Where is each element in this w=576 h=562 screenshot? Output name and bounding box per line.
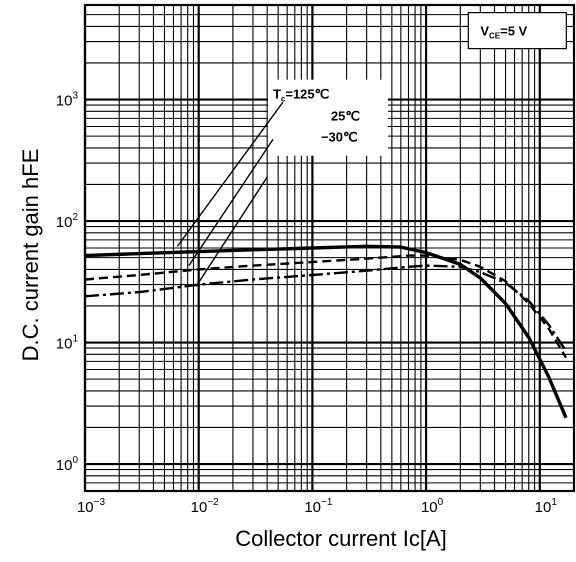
condition-symbol: V [480,24,489,39]
y-tick-label-exponent: 3 [72,91,78,102]
y-tick-label-base: 10 [56,214,73,231]
legend-box [267,79,388,156]
x-tick-label: 10−1 [304,497,333,516]
y-tick-label: 100 [56,455,79,474]
legend-label-minus30: −30℃ [321,130,358,145]
y-tick-label-base: 10 [56,336,73,353]
series-line-0 [84,244,568,419]
y-tick-label-exponent: 1 [72,334,78,345]
x-tick-label-exponent: −3 [94,497,106,508]
series-line-2 [84,264,568,352]
leader-line [195,176,268,287]
y-axis-title: D.C. current gain hFE [18,149,43,362]
condition-label: VCE=5 V [480,24,527,41]
x-tick-label-base: 10 [77,499,94,516]
x-tick-label-exponent: −1 [321,497,333,508]
x-tick-label: 10−2 [191,497,220,516]
x-tick-label-base: 10 [535,499,552,516]
x-tick-label-exponent: −2 [207,497,219,508]
y-tick-label-base: 10 [56,457,73,474]
x-axis-title: Collector current Ic[A] [235,526,447,551]
y-tick-label: 101 [56,334,79,353]
temperature-subscript: c [281,95,286,104]
x-tick-label: 100 [421,497,444,516]
y-tick-label: 103 [56,91,79,110]
x-tick-label: 101 [535,497,558,516]
legend-label-25: 25℃ [331,109,360,124]
annotations: VCE=5 V Tc=125℃25℃ −30℃ [176,12,567,287]
condition-box [467,12,567,50]
leader-line [176,101,284,247]
condition-subscript: CE [489,32,501,41]
grid [83,4,575,492]
y-tick-label: 102 [56,212,79,231]
series-group [84,244,568,419]
x-tick-label-base: 10 [421,499,438,516]
condition-value: =5 V [500,24,527,39]
y-tick-label-base: 10 [56,93,73,110]
temperature-value: =125℃ [285,87,329,102]
series-line-1 [84,254,568,359]
leader-line [188,138,274,266]
y-tick-label-exponent: 0 [72,455,78,466]
temperature-symbol: T [273,87,281,102]
legend-label-125: Tc=125℃ [273,87,329,104]
x-tick-label-exponent: 0 [438,497,444,508]
x-tick-label: 10−3 [77,497,106,516]
x-tick-label-base: 10 [191,499,208,516]
x-tick-label-base: 10 [304,499,321,516]
x-tick-label-exponent: 1 [551,497,557,508]
plot-frame [83,3,576,493]
y-tick-label-exponent: 2 [72,212,78,223]
plot-border [83,3,576,493]
